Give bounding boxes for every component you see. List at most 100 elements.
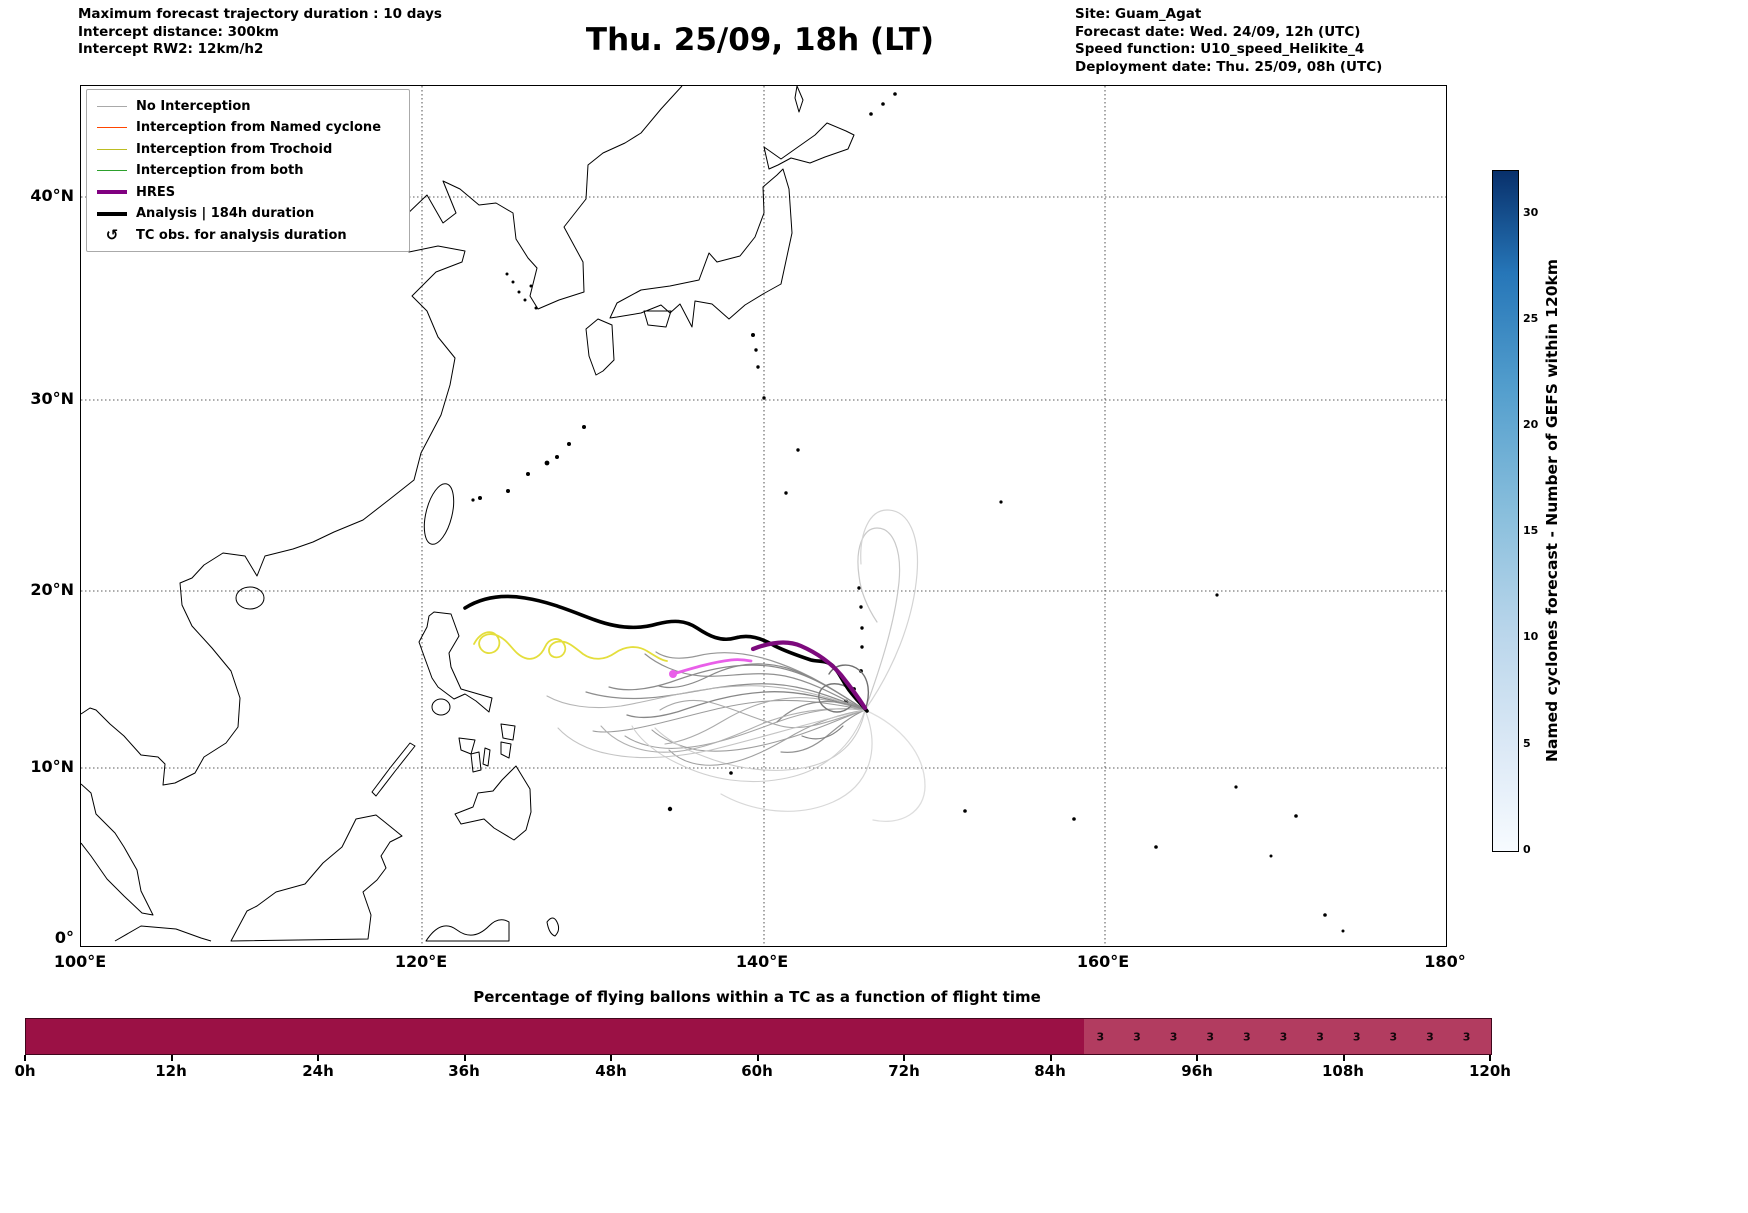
strip-tick-mark (1196, 1055, 1198, 1061)
bar-value: 3 (1169, 1030, 1178, 1043)
tc-percentage-bar: 3 3 3 3 3 3 3 3 3 3 3 (25, 1018, 1492, 1055)
strip-tick-mark (171, 1055, 173, 1061)
colorbar (1492, 170, 1519, 852)
hainan (235, 586, 265, 610)
legend-item: Interception from both (97, 162, 399, 180)
colorbar-tick-0: 0 (1523, 843, 1531, 856)
hres-line-swatch (97, 190, 127, 194)
strip-tick-108h: 108h (1322, 1062, 1364, 1080)
strip-tick-mark (757, 1055, 759, 1061)
map-canvas (81, 86, 1446, 946)
colorbar-tick-5: 5 (1523, 737, 1531, 750)
legend-item: Interception from Named cyclone (97, 119, 399, 137)
bar-value: 3 (1206, 1030, 1214, 1043)
strip-tick-36h: 36h (448, 1062, 480, 1080)
colorbar-tick-25: 25 (1523, 312, 1539, 325)
palawan (371, 742, 416, 797)
bar-value: 3 (1133, 1030, 1141, 1043)
tc-obs-icon: ↺ (105, 225, 119, 244)
colorbar-tick-10: 10 (1523, 630, 1539, 643)
halmahera (546, 917, 560, 937)
analysis-track (463, 594, 869, 713)
y-tick-30n: 30°N (30, 389, 74, 408)
colorbar-tick-20: 20 (1523, 418, 1539, 431)
forecast-date: Forecast date: Wed. 24/09, 12h (UTC) (1075, 23, 1361, 40)
param-intercept-rw2: Intercept RW2: 12km/h2 (78, 41, 264, 57)
site-name: Site: Guam_Agat (1075, 6, 1202, 22)
asia-mainland-coast (81, 86, 683, 786)
borneo (230, 814, 403, 942)
shikoku (643, 310, 672, 328)
strip-title: Percentage of flying ballons within a TC… (473, 988, 1041, 1006)
strip-tick-mark (1489, 1055, 1491, 1061)
strip-tick-mark (1050, 1055, 1052, 1061)
coastlines (81, 86, 855, 942)
strip-tick-120h: 120h (1469, 1062, 1511, 1080)
strip-tick-24h: 24h (302, 1062, 334, 1080)
sumatra (114, 925, 212, 942)
legend-item: ↺ TC obs. for analysis duration (97, 226, 399, 244)
y-tick-10n: 10°N (30, 757, 74, 776)
colorbar-tick-15: 15 (1523, 524, 1539, 537)
sakhalin-tip (794, 86, 804, 113)
speed-function: Speed function: U10_speed_Helikite_4 (1075, 41, 1365, 57)
figure-title: Thu. 25/09, 18h (LT) (585, 22, 935, 58)
leyte (500, 741, 512, 759)
deployment-date: Deployment date: Thu. 25/09, 08h (UTC) (1075, 58, 1383, 75)
bar-value: 3 (1352, 1030, 1361, 1043)
named-cyclone-line-swatch (97, 127, 127, 128)
cebu (482, 747, 491, 767)
strip-tick-mark (317, 1055, 319, 1061)
y-tick-0: 0° (54, 928, 74, 947)
gefs-trajectories (546, 509, 926, 822)
bar-value: 3 (1462, 1030, 1471, 1043)
x-tick-100e: 100°E (53, 952, 107, 971)
analysis-line-swatch (97, 211, 127, 216)
x-tick-140e: 140°E (735, 952, 789, 971)
honshu (609, 168, 793, 328)
legend-item: HRES (97, 183, 399, 201)
colorbar-tick-30: 30 (1523, 206, 1539, 219)
strip-tick-12h: 12h (155, 1062, 187, 1080)
bar-value: 3 (1389, 1030, 1398, 1043)
panay (458, 737, 476, 755)
no-interception-line-swatch (97, 105, 127, 107)
sulawesi (425, 919, 510, 942)
strip-tick-60h: 60h (741, 1062, 773, 1080)
strip-tick-mark (1343, 1055, 1345, 1061)
strip-tick-mark (903, 1055, 905, 1061)
kyushu (585, 318, 615, 376)
colorbar-label: Named cyclones forecast - Number of GEFS… (1543, 258, 1561, 762)
both-line-swatch (97, 170, 127, 171)
strip-tick-0h: 0h (14, 1062, 36, 1080)
luzon (418, 611, 493, 713)
x-tick-180: 180° (1424, 952, 1466, 971)
small-islands (471, 92, 1345, 933)
map-plot: No Interception Interception from Named … (80, 85, 1447, 947)
param-max-duration: Maximum forecast trajectory duration : 1… (78, 6, 442, 22)
site-info: Site: Guam_Agat Forecast date: Wed. 24/0… (1075, 6, 1382, 76)
strip-tick-72h: 72h (888, 1062, 920, 1080)
strip-tick-mark (24, 1055, 26, 1061)
x-tick-120e: 120°E (394, 952, 448, 971)
x-tick-160e: 160°E (1076, 952, 1130, 971)
y-tick-40n: 40°N (30, 186, 74, 205)
trochoid-track (473, 631, 668, 662)
bar-value: 3 (1242, 1030, 1251, 1043)
bar-value: 3 (1316, 1030, 1324, 1043)
bar-value: 3 (1096, 1030, 1105, 1043)
strip-tick-mark (610, 1055, 612, 1061)
hres-track (750, 640, 868, 711)
param-intercept-distance: Intercept distance: 300km (78, 23, 279, 40)
mindanao (454, 765, 532, 841)
legend-item: Interception from Trochoid (97, 140, 399, 158)
strip-tick-mark (464, 1055, 466, 1061)
taiwan (423, 483, 455, 545)
strip-tick-96h: 96h (1181, 1062, 1213, 1080)
malay-peninsula (81, 783, 154, 916)
gridlines (81, 86, 1446, 946)
bar-value: 3 (1426, 1030, 1434, 1043)
legend-item: No Interception (97, 97, 399, 115)
samar (500, 723, 516, 741)
